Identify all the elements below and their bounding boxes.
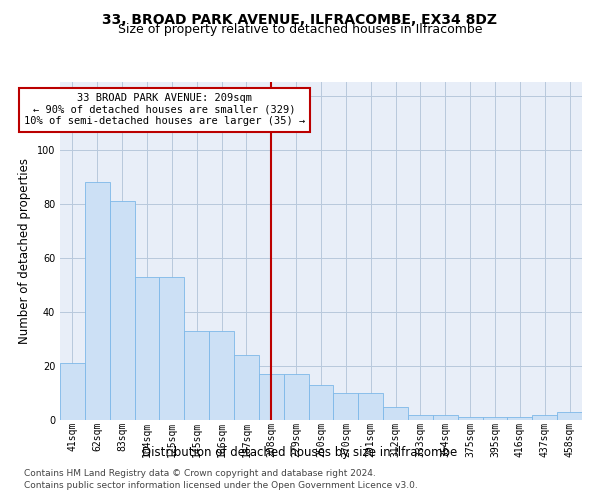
Bar xyxy=(85,182,110,420)
Bar xyxy=(308,385,334,420)
Text: Distribution of detached houses by size in Ilfracombe: Distribution of detached houses by size … xyxy=(142,446,458,459)
Bar xyxy=(532,414,557,420)
Bar xyxy=(433,414,458,420)
Text: 33, BROAD PARK AVENUE, ILFRACOMBE, EX34 8DZ: 33, BROAD PARK AVENUE, ILFRACOMBE, EX34 … xyxy=(103,12,497,26)
Bar xyxy=(358,393,383,420)
Bar xyxy=(334,393,358,420)
Text: Contains public sector information licensed under the Open Government Licence v3: Contains public sector information licen… xyxy=(24,481,418,490)
Bar xyxy=(284,374,308,420)
Bar xyxy=(259,374,284,420)
Bar xyxy=(482,418,508,420)
Text: Contains HM Land Registry data © Crown copyright and database right 2024.: Contains HM Land Registry data © Crown c… xyxy=(24,468,376,477)
Bar xyxy=(160,277,184,420)
Bar xyxy=(508,418,532,420)
Bar xyxy=(408,414,433,420)
Text: 33 BROAD PARK AVENUE: 209sqm
← 90% of detached houses are smaller (329)
10% of s: 33 BROAD PARK AVENUE: 209sqm ← 90% of de… xyxy=(24,94,305,126)
Y-axis label: Number of detached properties: Number of detached properties xyxy=(18,158,31,344)
Bar xyxy=(60,364,85,420)
Text: Size of property relative to detached houses in Ilfracombe: Size of property relative to detached ho… xyxy=(118,24,482,36)
Bar xyxy=(383,406,408,420)
Bar xyxy=(110,202,134,420)
Bar xyxy=(184,331,209,420)
Bar xyxy=(458,418,482,420)
Bar xyxy=(134,277,160,420)
Bar xyxy=(209,331,234,420)
Bar xyxy=(234,355,259,420)
Bar xyxy=(557,412,582,420)
